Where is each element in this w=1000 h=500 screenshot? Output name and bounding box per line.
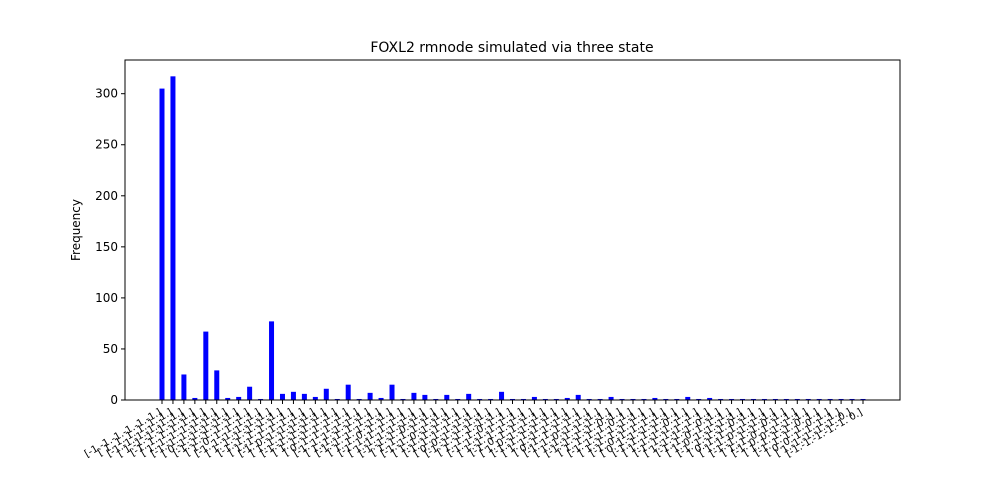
bar (290, 391, 296, 400)
bar (718, 398, 724, 400)
bar (345, 384, 351, 400)
y-axis-label: Frequency (69, 199, 83, 261)
bar (729, 398, 735, 400)
bar (400, 398, 406, 400)
bar (772, 398, 778, 400)
bar (170, 76, 176, 400)
bar (444, 394, 450, 400)
bar (247, 386, 253, 400)
bar (827, 398, 833, 400)
bar (663, 398, 669, 400)
bar (674, 398, 680, 400)
bar (531, 396, 537, 400)
bar (356, 398, 362, 400)
bar (608, 396, 614, 400)
y-tick-label: 250 (95, 138, 118, 152)
bar (564, 397, 570, 400)
bar (488, 398, 494, 400)
bar (630, 398, 636, 400)
bar (192, 397, 198, 400)
bar (542, 398, 548, 400)
y-tick-label: 150 (95, 240, 118, 254)
bar (510, 398, 515, 400)
bar (740, 398, 746, 400)
bar (761, 398, 767, 400)
bar (783, 398, 789, 400)
plot-frame (124, 59, 901, 401)
bar (553, 398, 559, 400)
bar (301, 393, 307, 400)
y-tick-label: 200 (95, 189, 118, 203)
bar (586, 398, 592, 400)
y-tick-label: 0 (110, 393, 118, 407)
bar (619, 398, 625, 400)
bar (520, 398, 526, 400)
bar (203, 331, 209, 400)
y-tick-label: 50 (103, 342, 118, 356)
bar (367, 392, 373, 400)
y-tick-label: 300 (95, 87, 118, 101)
bar (181, 374, 187, 400)
bar (159, 88, 165, 400)
bar (455, 398, 461, 400)
y-tick-label: 100 (95, 291, 118, 305)
bar (849, 398, 855, 400)
bar (685, 396, 691, 400)
bar (279, 393, 285, 400)
bar (499, 391, 505, 400)
bar (477, 398, 483, 400)
bar (838, 398, 844, 400)
bar (575, 394, 581, 400)
bar (422, 394, 428, 400)
bar (805, 398, 811, 400)
bar (389, 384, 395, 400)
bar (312, 396, 318, 400)
bar (214, 370, 220, 400)
bar (258, 398, 264, 400)
bar (597, 398, 603, 400)
bar (707, 397, 713, 400)
bar (816, 398, 822, 400)
bar (466, 393, 472, 400)
bar (236, 396, 242, 400)
bar (641, 398, 647, 400)
bar (323, 388, 329, 400)
bar (378, 397, 384, 400)
bar (860, 398, 866, 400)
bar (269, 321, 275, 400)
chart-title: FOXL2 rmnode simulated via three state (370, 40, 653, 56)
bar (794, 398, 800, 400)
bar (225, 397, 231, 400)
bar (696, 398, 702, 400)
bar (652, 397, 658, 400)
bar (334, 398, 340, 400)
bar (750, 398, 756, 400)
bar (433, 398, 439, 400)
bar (411, 392, 417, 400)
